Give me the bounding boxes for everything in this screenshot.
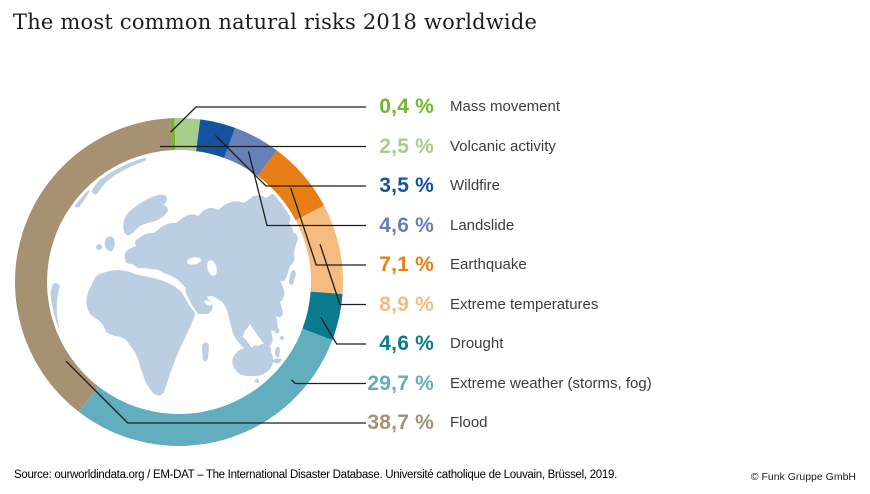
leader-line-extreme-weather-storms-fog [291, 379, 366, 385]
landmass [274, 328, 280, 334]
leader-line-mass-movement [170, 106, 366, 133]
leader-line-drought [320, 316, 366, 345]
leader-lines [65, 106, 366, 424]
sea [187, 257, 201, 265]
landmass [232, 345, 274, 377]
landmass [123, 194, 168, 236]
sea [207, 260, 217, 276]
world-map-icon [50, 153, 308, 411]
landmass [185, 288, 213, 314]
segment-drought [302, 291, 343, 341]
landmass [289, 269, 296, 285]
landmass [104, 236, 115, 252]
landmass [272, 358, 284, 364]
segment-wildfire [196, 119, 236, 158]
segment-landslide [224, 127, 277, 177]
copyright-note: © Funk Gruppe GmbH [750, 471, 856, 483]
leader-line-extreme-temperatures [319, 243, 366, 306]
leader-line-wildfire [215, 135, 366, 187]
leader-line-earthquake [290, 187, 366, 266]
landmass [92, 156, 147, 195]
segment-volcanic-activity [174, 118, 201, 152]
segment-earthquake [257, 150, 325, 221]
source-note: Source: ourworldindata.org / EM-DAT – Th… [14, 469, 617, 481]
segment-mass-movement [170, 118, 176, 151]
landmass [202, 342, 209, 362]
segment-extreme-temperatures [295, 205, 343, 295]
landmass [86, 270, 195, 396]
landmass [275, 346, 280, 358]
landmass [255, 379, 259, 383]
segment-extreme-weather-storms-fog [78, 328, 333, 446]
landmass [289, 232, 298, 254]
leader-line-flood [65, 360, 366, 424]
leader-line-landslide [247, 151, 366, 227]
segment-flood [14, 118, 173, 412]
landmass [96, 244, 102, 250]
landmass [280, 336, 284, 340]
landmass [50, 283, 64, 348]
landmass [74, 190, 90, 208]
page-title: The most common natural risks 2018 world… [13, 10, 538, 34]
donut-ring [14, 118, 343, 446]
sea [204, 300, 212, 306]
